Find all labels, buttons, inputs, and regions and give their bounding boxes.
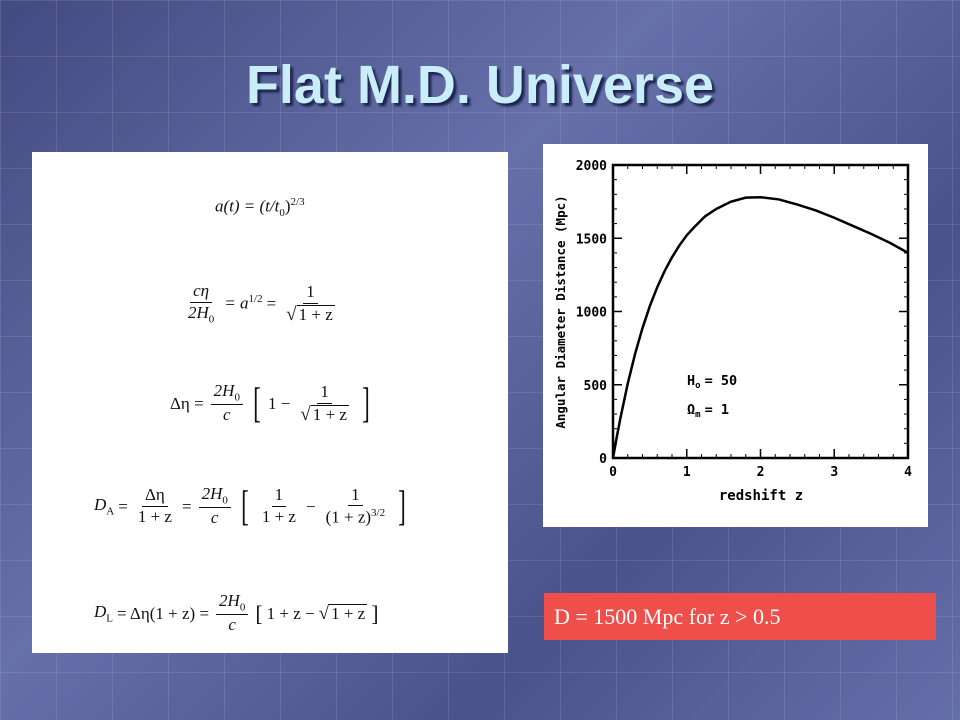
x-tick-label: 4 (904, 465, 912, 480)
luminosity-distance-equation: DL = Δη(1 + z) = 2H0 c [ 1 + z − √ 1 + z ] (94, 591, 379, 635)
equations-panel: a(t) = (t/t0)2/3 cη 2H0 = a1/2 = 1 √ 1 + z … (32, 152, 508, 653)
x-tick-label: 0 (609, 465, 617, 480)
y-axis-label: Angular Diameter Distance (Mpc) (553, 195, 568, 428)
slide-title: Flat M.D. Universe (245, 55, 715, 115)
distance-note: D = 1500 Mpc for z > 0.5 (544, 593, 936, 640)
scale-factor-equation: a(t) = (t/t0)2/3 (215, 196, 305, 220)
y-tick-label: 2000 (576, 159, 607, 174)
y-tick-label: 500 (584, 379, 608, 394)
distance-curve (611, 195, 909, 459)
hubble-annotation: Ho = 50 (687, 373, 737, 391)
x-tick-label: 3 (830, 465, 838, 480)
x-tick-label: 2 (757, 465, 765, 480)
delta-eta-equation: Δη = 2H0 c [ 1 − 1 √ 1 + z ] (170, 380, 370, 427)
y-tick-label: 1000 (576, 306, 607, 321)
x-tick-label: 1 (683, 465, 691, 480)
plot-frame (611, 163, 910, 460)
chart-svg: 0 1 2 3 4 0 500 1000 1500 2000 redshift z Angular… (553, 159, 912, 504)
conformal-time-equation: cη 2H0 = a1/2 = 1 √ 1 + z (188, 281, 335, 326)
y-tick-label: 1500 (576, 232, 607, 247)
x-axis-label: redshift z (719, 488, 803, 504)
angular-diameter-distance-chart: 0 1 2 3 4 0 500 1000 1500 2000 redshift z Angular… (543, 144, 928, 527)
axis-ticks: 0 1 2 3 4 0 500 1000 1500 2000 (576, 159, 912, 480)
y-tick-label: 0 (599, 452, 607, 467)
omega-annotation: Ωm = 1 (687, 402, 729, 420)
